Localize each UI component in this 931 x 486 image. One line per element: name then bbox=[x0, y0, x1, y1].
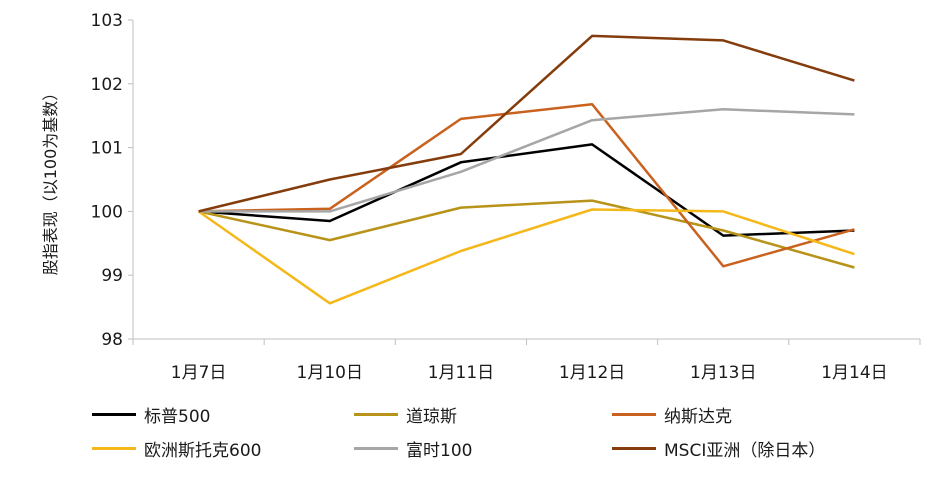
legend-swatch bbox=[612, 412, 656, 416]
series-line-4 bbox=[198, 108, 855, 213]
y-ticks: 98 99 100 101 102 103 bbox=[91, 11, 133, 350]
legend-label: 道琼斯 bbox=[406, 406, 457, 427]
y-tick-label: 98 bbox=[101, 330, 123, 350]
series-line-5 bbox=[198, 34, 855, 213]
axes bbox=[132, 20, 920, 340]
legend-swatch bbox=[354, 446, 398, 450]
x-tick-label: 1月11日 bbox=[428, 363, 494, 383]
legend-item: 纳斯达克 bbox=[612, 402, 732, 427]
y-tick-label: 101 bbox=[91, 139, 123, 159]
legend-label: 富时100 bbox=[406, 440, 473, 461]
series-line-1 bbox=[198, 199, 855, 269]
legend-swatch bbox=[92, 412, 136, 416]
series-lines bbox=[197, 34, 855, 305]
series-line-3 bbox=[197, 208, 855, 305]
legend-swatch bbox=[354, 412, 398, 416]
legend-item: MSCI亚洲（除日本） bbox=[612, 436, 826, 461]
x-tick-label: 1月12日 bbox=[559, 363, 625, 383]
legend-label: 欧洲斯托克600 bbox=[144, 440, 262, 461]
legend-item: 富时100 bbox=[354, 436, 473, 461]
y-tick-label: 103 bbox=[91, 11, 123, 31]
legend-label: 纳斯达克 bbox=[664, 406, 732, 427]
x-tick-label: 1月7日 bbox=[171, 363, 227, 383]
legend-item: 标普500 bbox=[92, 402, 211, 427]
y-tick-label: 99 bbox=[101, 266, 123, 286]
x-tick-label: 1月13日 bbox=[690, 363, 756, 383]
legend-item: 道琼斯 bbox=[354, 402, 457, 427]
x-tick-label: 1月10日 bbox=[297, 363, 363, 383]
legend-label: MSCI亚洲（除日本） bbox=[664, 440, 826, 461]
legend-swatch bbox=[612, 446, 656, 450]
series-line-0 bbox=[198, 143, 855, 237]
x-tick-label: 1月14日 bbox=[821, 363, 887, 383]
y-tick-label: 100 bbox=[91, 202, 123, 222]
legend-item: 欧洲斯托克600 bbox=[92, 436, 262, 461]
legend-swatch bbox=[92, 446, 136, 450]
legend-label: 标普500 bbox=[144, 406, 211, 427]
y-tick-label: 102 bbox=[91, 75, 123, 95]
y-axis-label: 股指表现（以100为基数） bbox=[41, 85, 60, 276]
x-ticks: 1月7日 1月10日 1月11日 1月12日 1月13日 1月14日 bbox=[132, 339, 921, 383]
series-line-2 bbox=[198, 102, 855, 268]
line-chart: 98 99 100 101 102 103 1月7日 1月10日 1月11日 1月12日 1月13… bbox=[41, 11, 921, 383]
